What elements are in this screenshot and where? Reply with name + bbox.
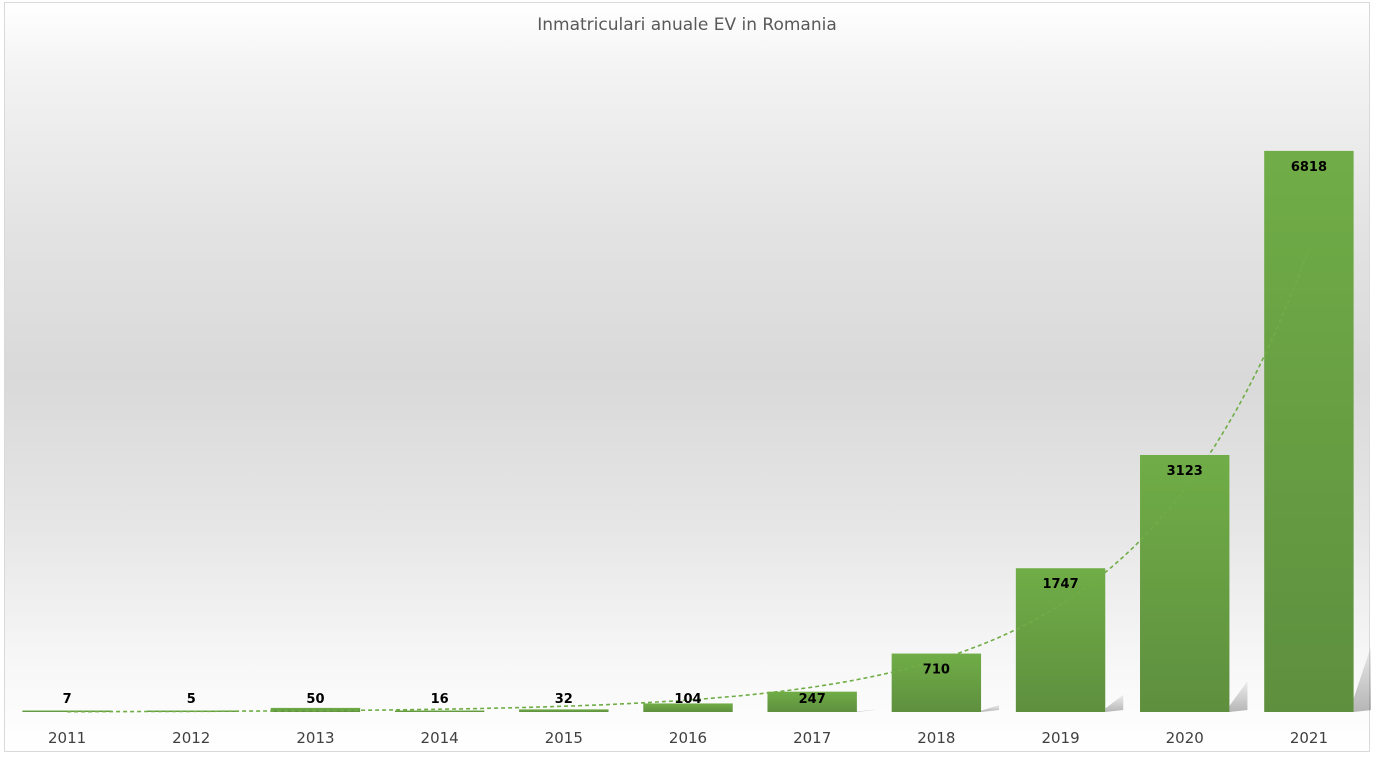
bar-2012 [146,710,236,712]
bars [22,150,1354,712]
bar-2018 [891,653,982,712]
data-label-2011: 7 [63,692,72,707]
bar-2017 [767,691,857,712]
data-label-2021: 6818 [1291,160,1327,175]
bar-2021 [1264,150,1354,712]
x-tick-2015: 2015 [545,729,583,747]
bar-2020 [1140,454,1230,712]
data-label-2017: 247 [799,692,826,707]
bar-shadow-2021 [1353,646,1371,712]
data-label-2015: 32 [555,692,573,707]
x-tick-2011: 2011 [48,729,86,747]
bar-shadow-2019 [1105,694,1124,712]
bar-2011 [22,710,112,712]
x-tick-2016: 2016 [669,729,707,747]
data-label-2012: 5 [187,692,196,707]
data-label-2020: 3123 [1167,464,1203,479]
x-tick-2020: 2020 [1166,729,1204,747]
chart-title: Inmatriculari anuale EV in Romania [537,15,837,35]
bar-2015 [519,709,609,712]
data-label-2014: 16 [431,692,449,707]
data-label-2019: 1747 [1042,577,1078,592]
x-tick-2012: 2012 [172,729,210,747]
x-tick-2021: 2021 [1290,729,1328,747]
x-tick-2019: 2019 [1041,729,1079,747]
x-tick-2014: 2014 [421,729,459,747]
data-labels: 7 5 50 16 32 104 247 710 1747 3123 6818 [63,160,1327,707]
x-tick-2013: 2013 [296,729,334,747]
bar-2014 [394,710,485,712]
x-axis-ticks: 2011 2012 2013 2014 2015 2016 2017 2018 2019 2020… [48,729,1328,747]
chart-area: Inmatriculari anuale EV in Romania 7 5 50 1… [4,2,1371,752]
data-label-2016: 104 [674,692,701,707]
data-label-2013: 50 [306,692,324,707]
data-label-2018: 710 [923,663,950,678]
x-tick-2018: 2018 [917,729,955,747]
bar-shadows [856,646,1371,712]
trendline [67,248,1310,713]
x-tick-2017: 2017 [793,729,831,747]
bar-shadow-2020 [1229,681,1248,712]
bar-shadow-2018 [981,704,1000,712]
bar-shadow-2017 [856,709,875,712]
bar-2019 [1015,568,1106,712]
bar-2016 [643,703,733,712]
